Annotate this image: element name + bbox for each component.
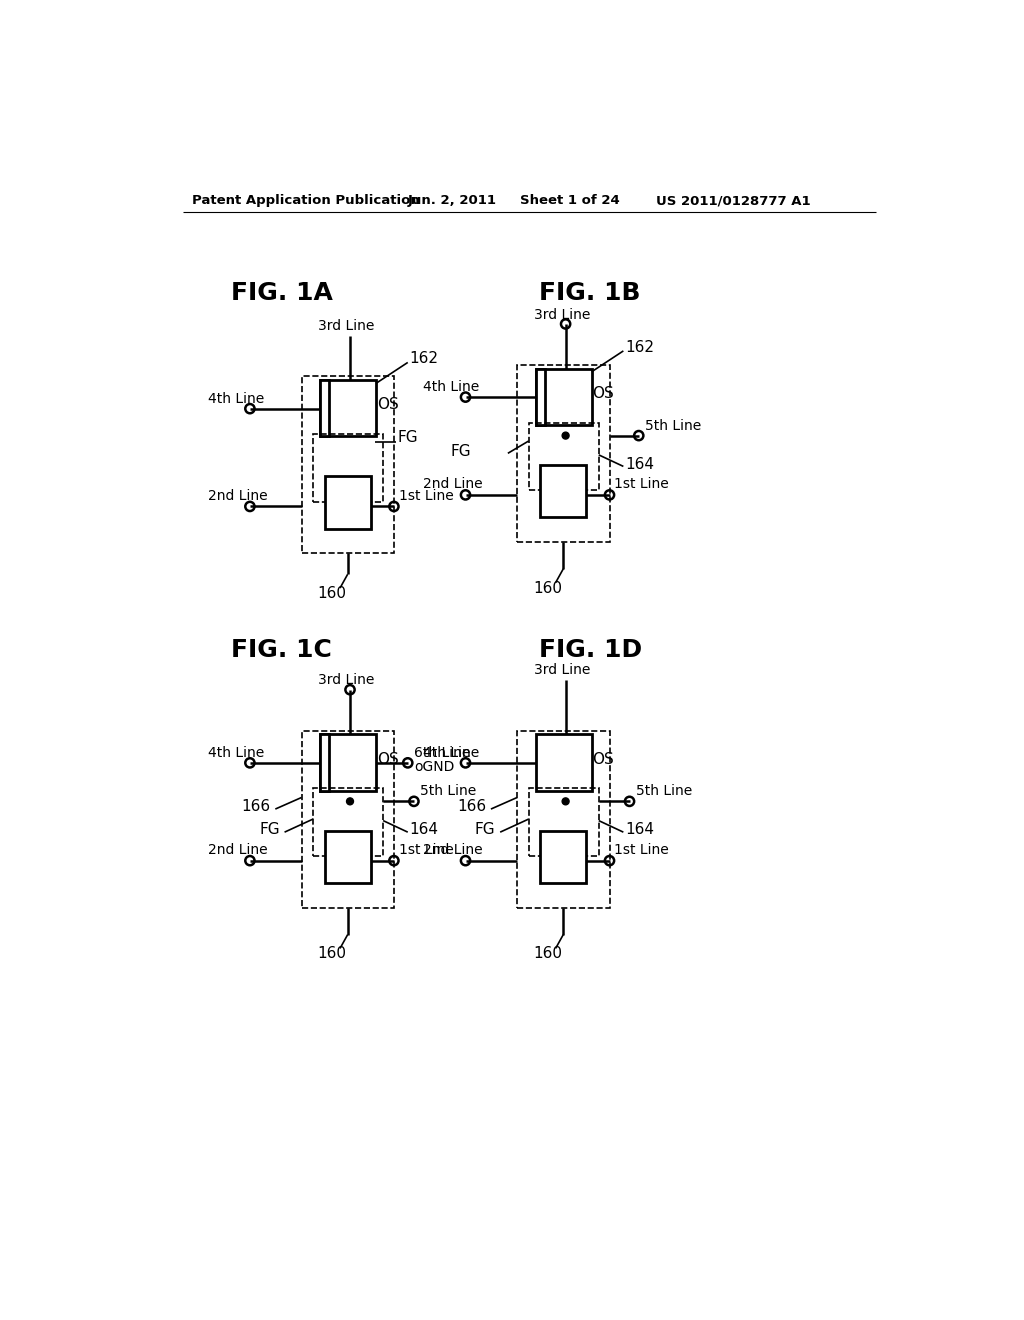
Bar (319, 734, 330, 791)
Text: 160: 160 (317, 586, 347, 601)
Bar (301, 730, 394, 908)
Text: FIG. 1B: FIG. 1B (539, 281, 640, 305)
Text: FIG. 1A: FIG. 1A (230, 281, 333, 305)
Text: 160: 160 (534, 581, 562, 595)
Text: 3rd Line: 3rd Line (535, 308, 591, 322)
Text: 1st Line: 1st Line (398, 488, 454, 503)
Text: 166: 166 (242, 799, 270, 814)
Text: 2nd Line: 2nd Line (208, 488, 267, 503)
Bar (536, 368, 545, 425)
Bar (541, 830, 587, 883)
Text: 4th Line: 4th Line (423, 746, 479, 760)
Bar (325, 830, 371, 883)
Text: 160: 160 (534, 946, 562, 961)
Text: 4th Line: 4th Line (423, 380, 479, 395)
Bar (313, 788, 383, 857)
Text: 1st Line: 1st Line (614, 843, 669, 857)
Text: FIG. 1C: FIG. 1C (230, 638, 332, 661)
Bar (319, 380, 330, 437)
Text: 5th Line: 5th Line (420, 784, 476, 799)
Circle shape (562, 797, 569, 805)
Text: 4th Line: 4th Line (208, 746, 264, 760)
Text: Jun. 2, 2011: Jun. 2, 2011 (408, 194, 497, 207)
Bar (325, 477, 371, 529)
Text: 2nd Line: 2nd Line (208, 843, 267, 857)
Circle shape (562, 432, 569, 440)
Text: Patent Application Publication: Patent Application Publication (193, 194, 420, 207)
Text: 162: 162 (625, 339, 654, 355)
Bar (313, 434, 383, 502)
Text: 3rd Line: 3rd Line (535, 664, 591, 677)
Text: 166: 166 (457, 799, 486, 814)
Bar (319, 380, 376, 437)
Text: 164: 164 (625, 457, 654, 471)
Text: 1st Line: 1st Line (614, 477, 669, 491)
Text: 5th Line: 5th Line (645, 418, 701, 433)
Text: 3rd Line: 3rd Line (318, 673, 375, 688)
Text: FIG. 1D: FIG. 1D (539, 638, 642, 661)
Text: OS: OS (377, 751, 398, 767)
Bar (528, 422, 599, 490)
Text: oGND: oGND (414, 760, 455, 774)
Text: 162: 162 (410, 351, 438, 366)
Text: 3rd Line: 3rd Line (318, 319, 375, 333)
Bar (541, 465, 587, 517)
Text: 1st Line: 1st Line (398, 843, 454, 857)
Text: FG: FG (475, 822, 496, 837)
Text: 160: 160 (317, 946, 347, 961)
Circle shape (346, 797, 353, 805)
Text: OS: OS (593, 385, 614, 401)
Bar (517, 730, 609, 908)
Text: 5th Line: 5th Line (636, 784, 692, 799)
Text: FG: FG (451, 444, 471, 458)
Bar (536, 734, 592, 791)
Bar (528, 788, 599, 857)
Text: 164: 164 (410, 822, 438, 837)
Text: FG: FG (259, 822, 280, 837)
Text: OS: OS (377, 397, 398, 412)
Bar (301, 376, 394, 553)
Text: FG: FG (397, 429, 419, 445)
Text: 164: 164 (625, 822, 654, 837)
Text: US 2011/0128777 A1: US 2011/0128777 A1 (656, 194, 811, 207)
Text: Sheet 1 of 24: Sheet 1 of 24 (520, 194, 620, 207)
Bar (319, 734, 376, 791)
Bar (517, 364, 609, 543)
Text: OS: OS (593, 751, 614, 767)
Bar (536, 368, 592, 425)
Text: 2nd Line: 2nd Line (423, 843, 482, 857)
Text: 6th Line: 6th Line (414, 746, 470, 760)
Text: 2nd Line: 2nd Line (423, 477, 482, 491)
Text: 4th Line: 4th Line (208, 392, 264, 405)
